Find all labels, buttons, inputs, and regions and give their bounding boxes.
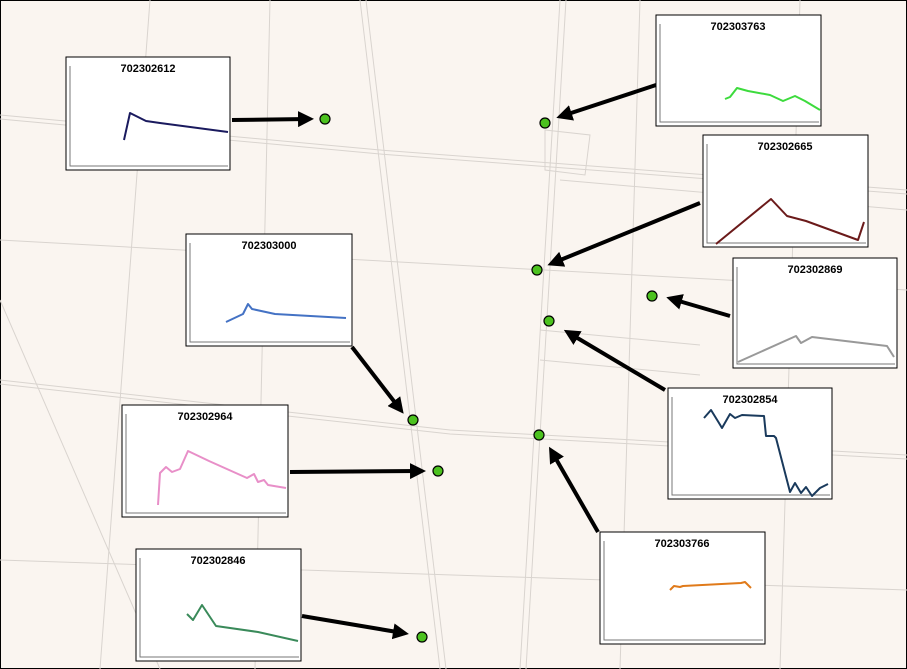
chart-title: 702302846 (190, 555, 245, 567)
chart-panel: 702302665 (702, 134, 869, 248)
chart-panel: 702302854 (667, 387, 833, 500)
chart-title: 702302854 (722, 394, 778, 406)
chart-title: 702302612 (120, 63, 175, 75)
chart-panel: 702302612 (65, 56, 231, 171)
chart-panel: 702302846 (135, 548, 302, 662)
chart-title: 702303000 (241, 240, 296, 252)
arrows (231, 83, 731, 640)
chart-panel: 702303000 (185, 233, 353, 347)
chart-panel: 702303766 (599, 531, 766, 645)
chart-title: 702302964 (177, 411, 233, 423)
chart-panel: 702302869 (732, 257, 898, 369)
chart-title: 702303766 (654, 538, 709, 550)
chart-title: 702302869 (787, 264, 842, 276)
locations (319, 113, 658, 643)
chart-panel: 702302964 (121, 404, 289, 518)
chart-panel: 702303763 (655, 14, 822, 127)
chart-title: 702302665 (757, 141, 812, 153)
chart-title: 702303763 (710, 21, 765, 33)
